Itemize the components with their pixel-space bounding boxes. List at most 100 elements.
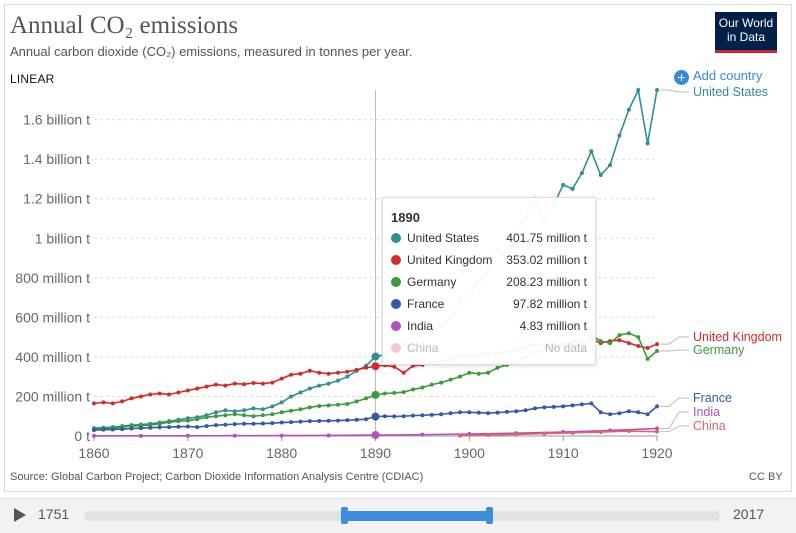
y-tick-label: 1.2 billion t — [23, 191, 90, 207]
timeline-selected-range[interactable] — [345, 511, 489, 521]
logo-line2: in Data — [726, 30, 766, 44]
data-point — [420, 413, 425, 418]
data-point — [270, 421, 275, 426]
data-point — [223, 422, 228, 427]
data-point — [213, 410, 218, 415]
data-point — [232, 433, 237, 438]
data-point — [167, 392, 172, 397]
timeline-start-handle[interactable] — [341, 507, 348, 524]
data-point — [326, 433, 331, 438]
play-icon[interactable] — [14, 508, 26, 522]
data-point — [354, 399, 359, 404]
data-point — [579, 171, 584, 176]
data-point — [598, 430, 603, 435]
data-point — [326, 418, 331, 423]
x-tick-label: 1870 — [172, 445, 203, 461]
data-point — [645, 141, 650, 146]
tooltip-series-name: India — [407, 319, 434, 333]
data-point — [354, 367, 359, 372]
series-end-label: India — [693, 405, 720, 419]
data-point — [157, 425, 162, 430]
data-point — [382, 391, 387, 396]
data-point — [307, 419, 312, 424]
x-tick-label: 1900 — [454, 445, 485, 461]
data-point — [645, 412, 650, 417]
data-point — [645, 356, 650, 361]
tooltip-series-value: 4.83 million t — [519, 319, 587, 333]
legend-dot-icon — [391, 233, 401, 243]
data-point — [195, 417, 200, 422]
data-point — [223, 383, 228, 388]
data-point — [213, 382, 218, 387]
data-point — [242, 382, 247, 387]
data-point — [561, 404, 566, 409]
data-point — [298, 407, 303, 412]
data-point — [213, 414, 218, 419]
data-point — [608, 163, 613, 168]
tooltip-series-name: China — [407, 341, 439, 355]
data-point — [204, 384, 209, 389]
timeline-end-handle[interactable] — [486, 507, 493, 524]
data-point — [636, 344, 641, 349]
data-point — [476, 410, 481, 415]
tooltip-series-value: 208.23 million t — [506, 275, 587, 289]
series-end-label: France — [693, 391, 732, 405]
data-point — [242, 408, 247, 413]
data-point — [439, 380, 444, 385]
data-point — [260, 421, 265, 426]
data-point — [279, 400, 284, 405]
data-point — [636, 335, 641, 340]
data-point — [167, 425, 172, 430]
hover-tooltip: 1890 United States 401.75 million t United… — [382, 197, 596, 365]
y-tick-label: 1 billion t — [35, 230, 90, 246]
data-point — [120, 399, 125, 404]
data-point — [279, 376, 284, 381]
scale-toggle-button[interactable]: LINEAR — [10, 72, 55, 86]
tooltip-series-value: 401.75 million t — [506, 231, 587, 245]
data-point — [251, 421, 256, 426]
data-point — [317, 370, 322, 375]
data-point — [523, 408, 528, 413]
tooltip-row: United States 401.75 million t — [391, 230, 591, 248]
data-point — [242, 413, 247, 418]
data-point — [371, 431, 380, 440]
x-tick-label: 1910 — [548, 445, 579, 461]
data-point — [185, 418, 190, 423]
data-point — [457, 410, 462, 415]
y-tick-label: 400 million t — [15, 349, 90, 365]
series-end-label: China — [693, 419, 726, 433]
data-point — [448, 411, 453, 416]
data-point — [167, 420, 172, 425]
data-point — [486, 370, 491, 375]
series-end-label: Germany — [693, 343, 745, 357]
series-end-label: United States — [693, 85, 768, 99]
data-point — [467, 410, 472, 415]
data-point — [279, 410, 284, 415]
data-point — [542, 431, 547, 436]
x-tick-label: 1890 — [360, 445, 391, 461]
data-point — [232, 409, 237, 414]
data-point — [223, 408, 228, 413]
data-point — [401, 370, 406, 375]
legend-dot-icon — [391, 299, 401, 309]
label-connector — [660, 336, 689, 345]
data-point — [317, 383, 322, 388]
data-point — [223, 413, 228, 418]
owid-logo[interactable]: Our World in Data — [715, 12, 777, 53]
license-link[interactable]: CC BY — [749, 471, 783, 483]
data-point — [598, 173, 603, 178]
data-point — [307, 368, 312, 373]
data-point — [345, 369, 350, 374]
timeline-start-year: 1751 — [38, 506, 70, 522]
data-point — [345, 418, 350, 423]
data-point — [157, 391, 162, 396]
data-point — [289, 394, 294, 399]
add-country-label: Add country — [693, 68, 763, 83]
label-connector — [660, 411, 689, 429]
add-country-button[interactable]: + Add country — [674, 68, 762, 85]
data-point — [185, 388, 190, 393]
y-tick-label: 600 million t — [15, 309, 90, 325]
tooltip-row: France 97.82 million t — [391, 296, 591, 314]
data-point — [655, 426, 659, 431]
tooltip-series-value: 353.02 million t — [506, 253, 587, 267]
